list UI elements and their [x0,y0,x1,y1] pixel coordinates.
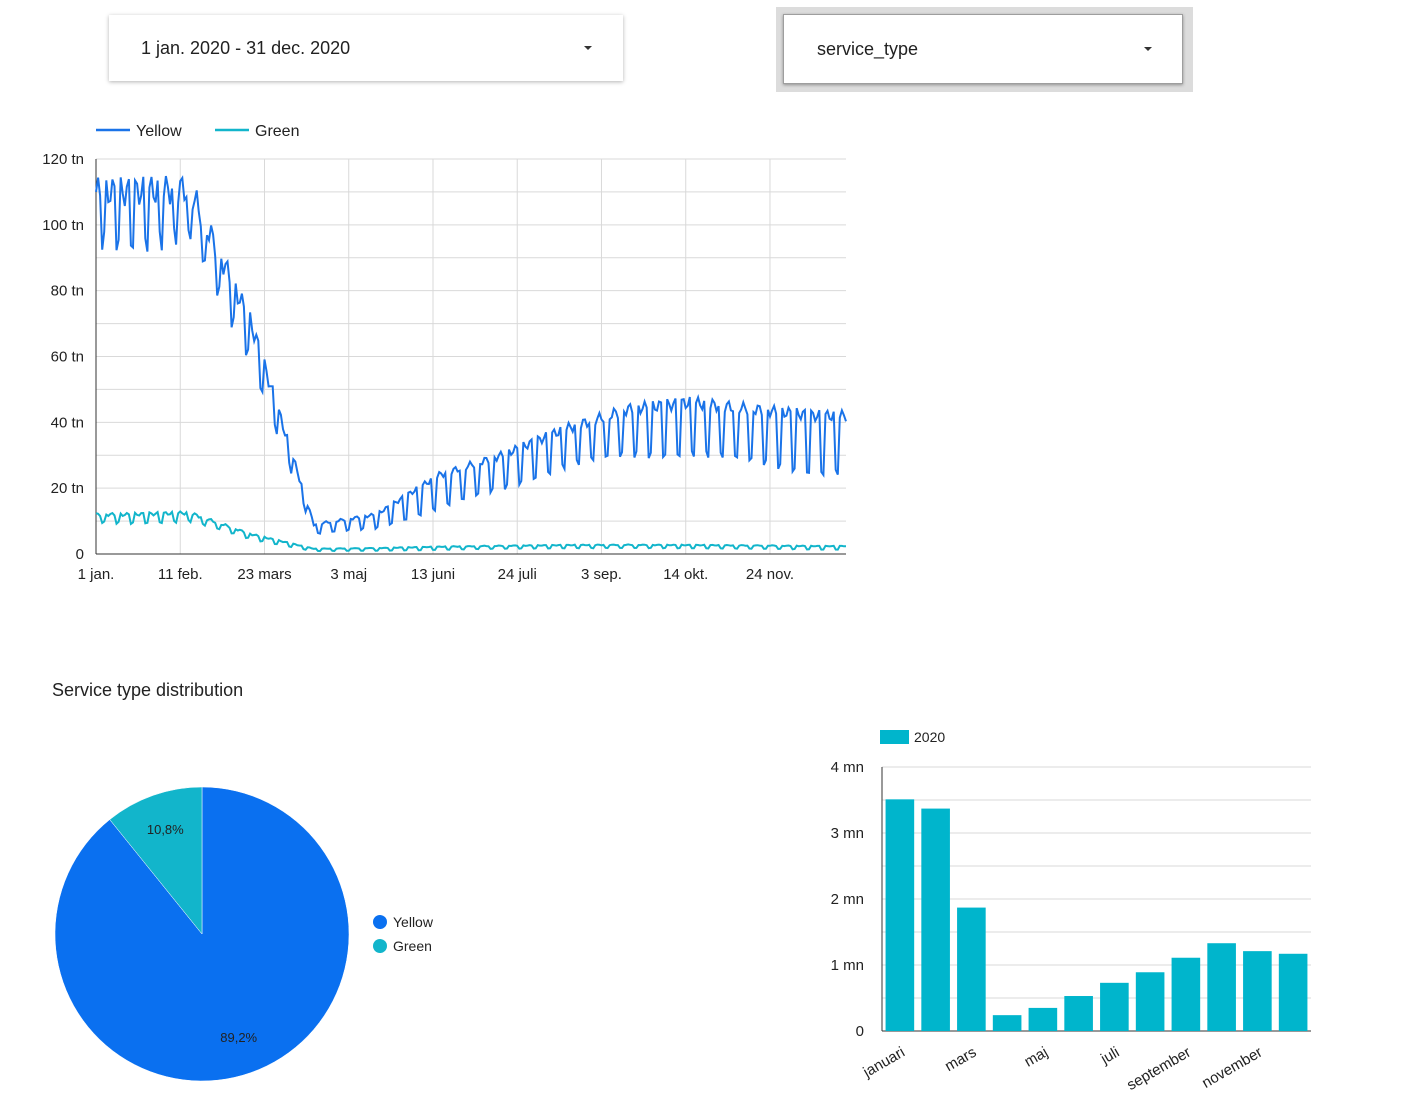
x-tick-label: 3 sep. [581,566,622,583]
pie-legend-label-yellow: Yellow [393,914,434,930]
line-y-axis: 0 20 tn 40 tn 60 tn 80 tn 100 tn 120 tn [42,151,84,563]
bar-mars[interactable] [957,907,986,1031]
x-tick-label: 3 maj [330,566,367,583]
y-tick-label: 80 tn [51,283,84,300]
bar-juni[interactable] [1064,996,1093,1031]
line-series-yellow [95,175,847,535]
bar-x-tick-label: juli [1097,1044,1122,1068]
y-tick-label: 40 tn [51,414,84,431]
bar-y-tick-label: 0 [856,1023,864,1040]
date-range-label: 1 jan. 2020 - 31 dec. 2020 [141,38,351,58]
x-tick-label: 14 okt. [663,566,708,583]
x-tick-label: 13 juni [411,566,455,583]
line-legend: Yellow Green [96,123,299,140]
bar-x-tick-label: november [1199,1044,1265,1092]
y-tick-label: 100 tn [42,217,84,234]
legend-label-yellow: Yellow [136,123,182,140]
bar-september[interactable] [1171,957,1201,1031]
bar-x-tick-label: september [1124,1044,1194,1094]
pie-legend-label-green: Green [393,938,432,954]
bar-series [885,799,1308,1031]
bar-x-tick-label: mars [942,1044,979,1075]
bar-y-tick-label: 2 mn [831,891,864,908]
bar-juli[interactable] [1100,982,1129,1031]
line-x-axis: 1 jan. 11 feb. 23 mars 3 maj 13 juni 24 juli 3… [78,566,794,583]
x-tick-label: 11 feb. [158,566,203,583]
bar-oktober[interactable] [1207,943,1236,1031]
dimension-label: service_type [817,39,919,59]
bar-augusti[interactable] [1135,972,1165,1031]
line-series-green [95,509,846,553]
pie-slice-green[interactable] [109,786,203,935]
pie-legend-dot-green [373,939,387,953]
dimension-dropdown[interactable]: service_type [783,14,1183,84]
date-range-control[interactable]: 1 jan. 2020 - 31 dec. 2020 [109,15,623,81]
bar-legend: 2020 [880,729,945,745]
bar-legend-swatch [880,730,909,744]
bar-chart: 2020 0 1 mn 2 mn 3 mn 4 mn januari mars maj jul… [831,729,1311,1094]
chevron-down-icon[interactable] [1144,47,1152,51]
bar-x-tick-label: maj [1021,1044,1050,1071]
bar-april[interactable] [992,1015,1022,1031]
y-tick-label: 0 [76,546,84,563]
pie-chart: 89,2% 10,8% Yellow Green [54,786,434,1082]
pie-slice-label: 10,8% [147,822,184,837]
x-tick-label: 1 jan. [78,566,115,583]
line-chart: Yellow Green 0 20 tn 40 tn 60 tn 80 tn 100 tn 1… [42,123,847,583]
chevron-down-icon[interactable] [584,46,592,50]
y-tick-label: 120 tn [42,151,84,168]
pie-legend-dot-yellow [373,915,387,929]
y-tick-label: 60 tn [51,349,84,366]
pie-legend: Yellow Green [373,914,434,954]
pie-slice-label: 89,2% [220,1030,257,1045]
bar-december[interactable] [1278,953,1308,1031]
bar-x-axis: januari mars maj juli september november [860,1044,1266,1094]
x-tick-label: 24 nov. [746,566,794,583]
bar-januari[interactable] [885,799,915,1031]
bar-x-tick-label: januari [860,1044,908,1082]
dimension-control-frame: service_type [776,7,1193,92]
bar-y-tick-label: 4 mn [831,759,864,776]
bar-y-tick-label: 1 mn [831,957,864,974]
y-tick-label: 20 tn [51,480,84,497]
x-tick-label: 23 mars [237,566,291,583]
bar-legend-label: 2020 [914,729,945,745]
line-series-group [95,175,847,553]
legend-label-green: Green [255,123,299,140]
bar-y-axis: 0 1 mn 2 mn 3 mn 4 mn [831,759,864,1040]
bar-maj[interactable] [1028,1007,1058,1031]
bar-grid [881,766,1311,1032]
bar-november[interactable] [1243,951,1272,1031]
pie-title: Service type distribution [52,680,244,700]
bar-februari[interactable] [921,808,950,1031]
x-tick-label: 24 juli [498,566,537,583]
bar-y-tick-label: 3 mn [831,825,864,842]
line-grid [95,158,846,555]
